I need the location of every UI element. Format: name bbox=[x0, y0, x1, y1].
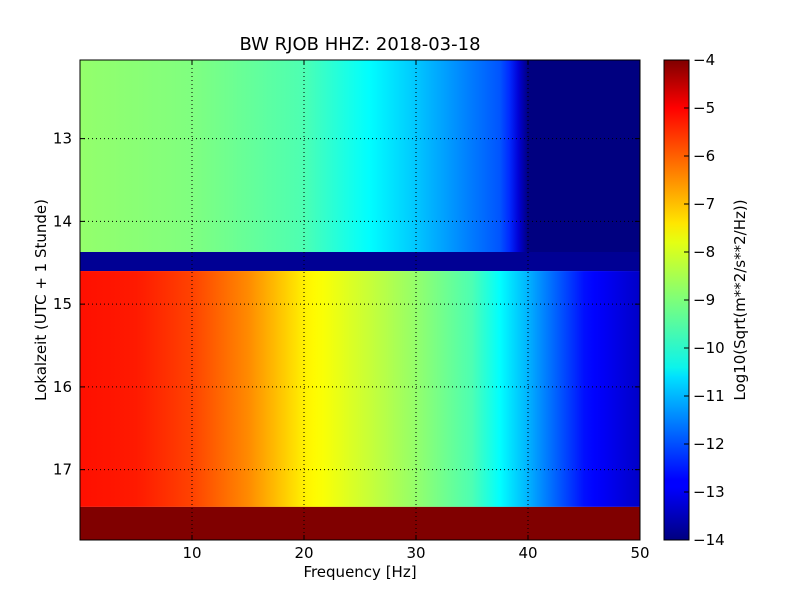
colorbar-tick-label: −12 bbox=[693, 435, 725, 453]
plot-frame bbox=[79, 59, 641, 541]
x-tick-label: 20 bbox=[294, 544, 313, 562]
colorbar-tick-label: −7 bbox=[693, 195, 715, 213]
spectrogram-heatmap bbox=[80, 60, 640, 540]
y-axis-label: Lokalzeit (UTC + 1 Stunde) bbox=[32, 199, 50, 401]
colorbar-tick-label: −10 bbox=[693, 339, 725, 357]
x-tick-label: 50 bbox=[630, 544, 649, 562]
y-axis-ticks: 13 14 15 16 17 bbox=[53, 130, 640, 479]
y-tick-label: 17 bbox=[53, 461, 72, 479]
y-tick-label: 16 bbox=[53, 378, 72, 396]
x-tick-label: 30 bbox=[406, 544, 425, 562]
x-tick-label: 10 bbox=[182, 544, 201, 562]
y-tick-label: 14 bbox=[53, 212, 72, 230]
x-axis-label: Frequency [Hz] bbox=[303, 563, 416, 581]
y-tick-label: 13 bbox=[53, 130, 72, 148]
colorbar-tick-label: −5 bbox=[693, 99, 715, 117]
x-tick-label: 40 bbox=[518, 544, 537, 562]
colorbar-tick-label: −8 bbox=[693, 243, 715, 261]
colorbar-tick-label: −13 bbox=[693, 483, 725, 501]
spectrogram-segment bbox=[80, 506, 640, 540]
colorbar-tick-label: −4 bbox=[693, 51, 715, 69]
colorbar-tick-label: −9 bbox=[693, 291, 715, 309]
chart-title: BW RJOB HHZ: 2018-03-18 bbox=[239, 34, 480, 55]
colorbar-tick-label: −14 bbox=[693, 531, 725, 549]
spectrogram-segment bbox=[80, 271, 640, 507]
colorbar-ticks: −4 −5 −6 −7 −8 −9 −10 −11 −12 −13 −14 bbox=[684, 51, 725, 549]
grid-lines bbox=[80, 60, 640, 540]
spectrogram-segment bbox=[80, 60, 640, 252]
x-axis-ticks: 10 20 30 40 50 bbox=[182, 60, 650, 562]
colorbar-tick-label: −11 bbox=[693, 387, 725, 405]
colorbar-label: Log10(Sqrt(m**2/s**2/Hz)) bbox=[731, 199, 749, 400]
y-tick-label: 15 bbox=[53, 295, 72, 313]
spectrogram-segment bbox=[80, 252, 640, 272]
colorbar-tick-label: −6 bbox=[693, 147, 715, 165]
